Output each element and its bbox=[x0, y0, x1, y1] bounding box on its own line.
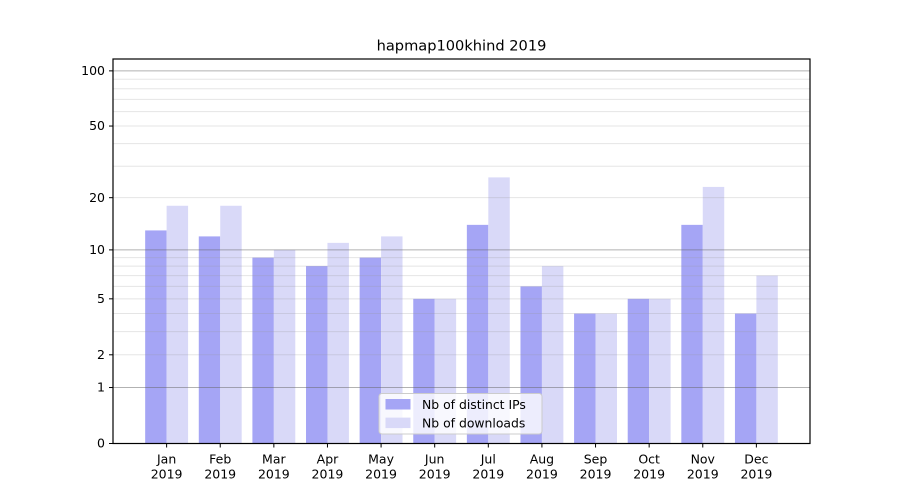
bar-distinct-ips-oct bbox=[627, 298, 650, 444]
chart-title: hapmap100khind 2019 bbox=[377, 38, 547, 55]
y-tick-label-2: 2 bbox=[97, 347, 105, 362]
legend-box bbox=[378, 393, 543, 435]
bar-downloads-sep bbox=[595, 313, 617, 444]
y-tick-label-100: 100 bbox=[81, 63, 105, 78]
x-tick-label-month-dec: Dec bbox=[744, 452, 768, 467]
x-tick-label-month-feb: Feb bbox=[209, 452, 231, 467]
y-tick-label-50: 50 bbox=[89, 118, 105, 133]
x-tick-label-month-nov: Nov bbox=[691, 452, 716, 467]
bar-downloads-may bbox=[381, 236, 403, 444]
y-tick-label-10: 10 bbox=[89, 242, 105, 257]
x-tick-label-year-jan: 2019 bbox=[151, 467, 183, 482]
bar-downloads-jan bbox=[166, 205, 189, 444]
x-tick-label-month-may: May bbox=[368, 452, 394, 467]
legend-swatch-downloads bbox=[385, 417, 411, 429]
legend: Nb of distinct IPs Nb of downloads bbox=[378, 393, 543, 435]
x-tick-label-month-jul: Jul bbox=[480, 452, 496, 467]
y-tick-label-0: 0 bbox=[97, 436, 105, 451]
series-downloads bbox=[166, 177, 778, 444]
bar-distinct-ips-nov bbox=[681, 224, 703, 444]
x-tick-label-month-apr: Apr bbox=[317, 452, 339, 467]
x-tick-label-year-mar: 2019 bbox=[258, 467, 290, 482]
x-tick-label-month-jun: Jun bbox=[424, 452, 445, 467]
y-tick-label-1: 1 bbox=[97, 380, 105, 395]
bar-downloads-apr bbox=[327, 242, 349, 444]
x-axis: Jan2019Feb2019Mar2019Apr2019May2019Jun20… bbox=[151, 443, 772, 482]
bar-distinct-ips-apr bbox=[306, 266, 328, 444]
bar-downloads-aug bbox=[541, 266, 564, 444]
x-tick-label-month-oct: Oct bbox=[638, 452, 660, 467]
x-tick-label-month-aug: Aug bbox=[530, 452, 554, 467]
x-tick-label-year-nov: 2019 bbox=[687, 467, 719, 482]
series-distinct-ips bbox=[145, 224, 757, 444]
bar-distinct-ips-feb bbox=[198, 236, 221, 444]
bar-distinct-ips-sep bbox=[574, 313, 596, 444]
x-tick-label-year-dec: 2019 bbox=[740, 467, 772, 482]
x-tick-label-year-apr: 2019 bbox=[312, 467, 344, 482]
major-gridlines bbox=[113, 70, 810, 389]
x-tick-label-month-sep: Sep bbox=[584, 452, 608, 467]
bar-downloads-mar bbox=[273, 249, 296, 444]
x-tick-label-year-sep: 2019 bbox=[580, 467, 612, 482]
bar-distinct-ips-jan bbox=[145, 230, 167, 444]
bar-distinct-ips-dec bbox=[734, 313, 757, 444]
x-tick-label-year-aug: 2019 bbox=[526, 467, 558, 482]
bars-group bbox=[145, 177, 778, 444]
plot-frame bbox=[112, 58, 811, 445]
x-tick-label-year-feb: 2019 bbox=[204, 467, 236, 482]
x-tick-label-year-jul: 2019 bbox=[472, 467, 504, 482]
legend-label-distinct-ips: Nb of distinct IPs bbox=[422, 397, 526, 412]
bar-downloads-nov bbox=[702, 186, 725, 444]
bar-downloads-feb bbox=[220, 205, 242, 444]
x-tick-label-month-mar: Mar bbox=[262, 452, 286, 467]
y-tick-label-20: 20 bbox=[89, 190, 105, 205]
bar-distinct-ips-may bbox=[359, 257, 382, 444]
x-tick-label-year-jun: 2019 bbox=[419, 467, 451, 482]
x-tick-label-year-oct: 2019 bbox=[633, 467, 665, 482]
x-tick-label-month-jan: Jan bbox=[156, 452, 176, 467]
minor-gridlines bbox=[113, 78, 810, 356]
bar-downloads-oct bbox=[649, 298, 671, 444]
legend-label-downloads: Nb of downloads bbox=[422, 416, 525, 431]
bar-downloads-jul bbox=[488, 177, 510, 444]
y-axis: 0 1 2 5 10 20 50 100 bbox=[81, 63, 113, 451]
x-tick-label-year-may: 2019 bbox=[365, 467, 397, 482]
y-tick-label-5: 5 bbox=[97, 291, 105, 306]
bar-distinct-ips-mar bbox=[252, 257, 274, 444]
bar-downloads-dec bbox=[756, 275, 778, 444]
legend-swatch-distinct-ips bbox=[385, 399, 411, 410]
bar-distinct-ips-jul bbox=[466, 224, 489, 444]
